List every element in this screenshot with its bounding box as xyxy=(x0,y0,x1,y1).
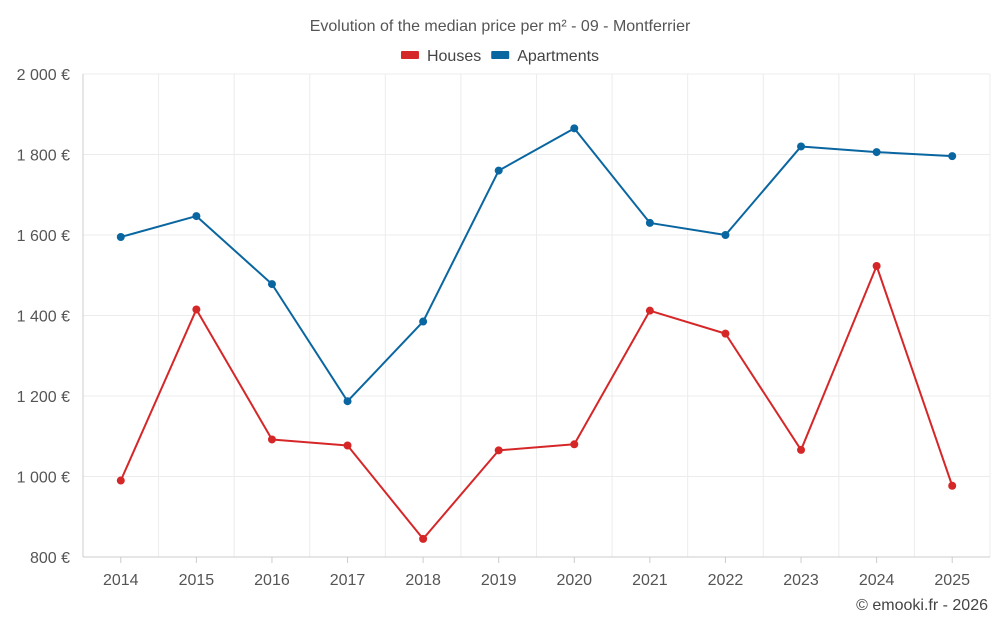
series-layer xyxy=(116,124,957,543)
data-point-houses[interactable] xyxy=(419,534,428,543)
series-line-apartments xyxy=(120,127,953,403)
y-axis-ticks: 800 € 1 000 € 1 200 € 1 400 € 1 600 € 1 800 €… xyxy=(17,67,70,567)
legend-swatch xyxy=(491,51,510,59)
data-point-apartments[interactable] xyxy=(343,397,352,406)
x-axis-ticks: 2014 2015 2016 2017 2018 2019 2020 2021 2022 2023… xyxy=(103,557,970,589)
y-tick-label: 1 000 € xyxy=(17,470,70,487)
data-point-apartments[interactable] xyxy=(872,148,881,157)
y-tick-label: 2 000 € xyxy=(17,67,70,84)
x-tick-label: 2018 xyxy=(405,572,441,589)
data-point-apartments[interactable] xyxy=(267,280,276,289)
series-houses xyxy=(116,261,957,543)
x-tick-label: 2014 xyxy=(103,572,139,589)
x-tick-label: 2015 xyxy=(179,572,215,589)
data-point-houses[interactable] xyxy=(192,305,201,314)
data-point-houses[interactable] xyxy=(570,440,579,449)
legend-label: Houses xyxy=(427,48,481,65)
series-apartments xyxy=(116,124,957,406)
data-point-houses[interactable] xyxy=(797,445,806,454)
x-tick-label: 2020 xyxy=(556,572,592,589)
x-tick-label: 2019 xyxy=(481,572,517,589)
x-tick-label: 2022 xyxy=(708,572,744,589)
data-point-apartments[interactable] xyxy=(570,124,579,133)
legend-swatch xyxy=(400,51,419,59)
axes xyxy=(82,74,990,558)
x-tick-label: 2023 xyxy=(783,572,819,589)
data-point-apartments[interactable] xyxy=(494,166,503,175)
legend-item-houses[interactable]: Houses xyxy=(400,48,481,65)
data-point-houses[interactable] xyxy=(645,306,654,315)
chart-title: Evolution of the median price per m² - 0… xyxy=(310,18,691,35)
legend-item-apartments[interactable]: Apartments xyxy=(491,48,599,65)
y-tick-label: 1 200 € xyxy=(17,389,70,406)
x-tick-label: 2021 xyxy=(632,572,668,589)
y-tick-label: 1 400 € xyxy=(17,309,70,326)
data-point-apartments[interactable] xyxy=(419,317,428,326)
data-point-houses[interactable] xyxy=(116,476,125,485)
data-point-apartments[interactable] xyxy=(192,212,201,221)
legend: Houses Apartments xyxy=(400,48,599,65)
y-tick-label: 1 800 € xyxy=(17,148,70,165)
data-point-apartments[interactable] xyxy=(721,231,730,239)
x-tick-label: 2016 xyxy=(254,572,290,589)
data-point-houses[interactable] xyxy=(948,481,957,490)
footer-credit: © emooki.fr - 2026 xyxy=(856,597,988,614)
x-tick-label: 2024 xyxy=(859,572,895,589)
legend-label: Apartments xyxy=(517,48,599,65)
data-point-apartments[interactable] xyxy=(797,142,806,151)
data-point-apartments[interactable] xyxy=(116,233,125,242)
y-tick-label: 1 600 € xyxy=(17,228,70,245)
data-point-houses[interactable] xyxy=(343,441,352,450)
data-point-houses[interactable] xyxy=(267,435,276,444)
data-point-houses[interactable] xyxy=(494,446,503,455)
data-point-apartments[interactable] xyxy=(645,218,654,227)
x-tick-label: 2025 xyxy=(934,572,970,589)
y-tick-label: 800 € xyxy=(30,550,70,567)
x-tick-label: 2017 xyxy=(330,572,366,589)
data-point-houses[interactable] xyxy=(721,329,730,338)
series-line-houses xyxy=(119,264,954,540)
data-point-apartments[interactable] xyxy=(948,152,957,161)
data-point-houses[interactable] xyxy=(872,261,881,270)
